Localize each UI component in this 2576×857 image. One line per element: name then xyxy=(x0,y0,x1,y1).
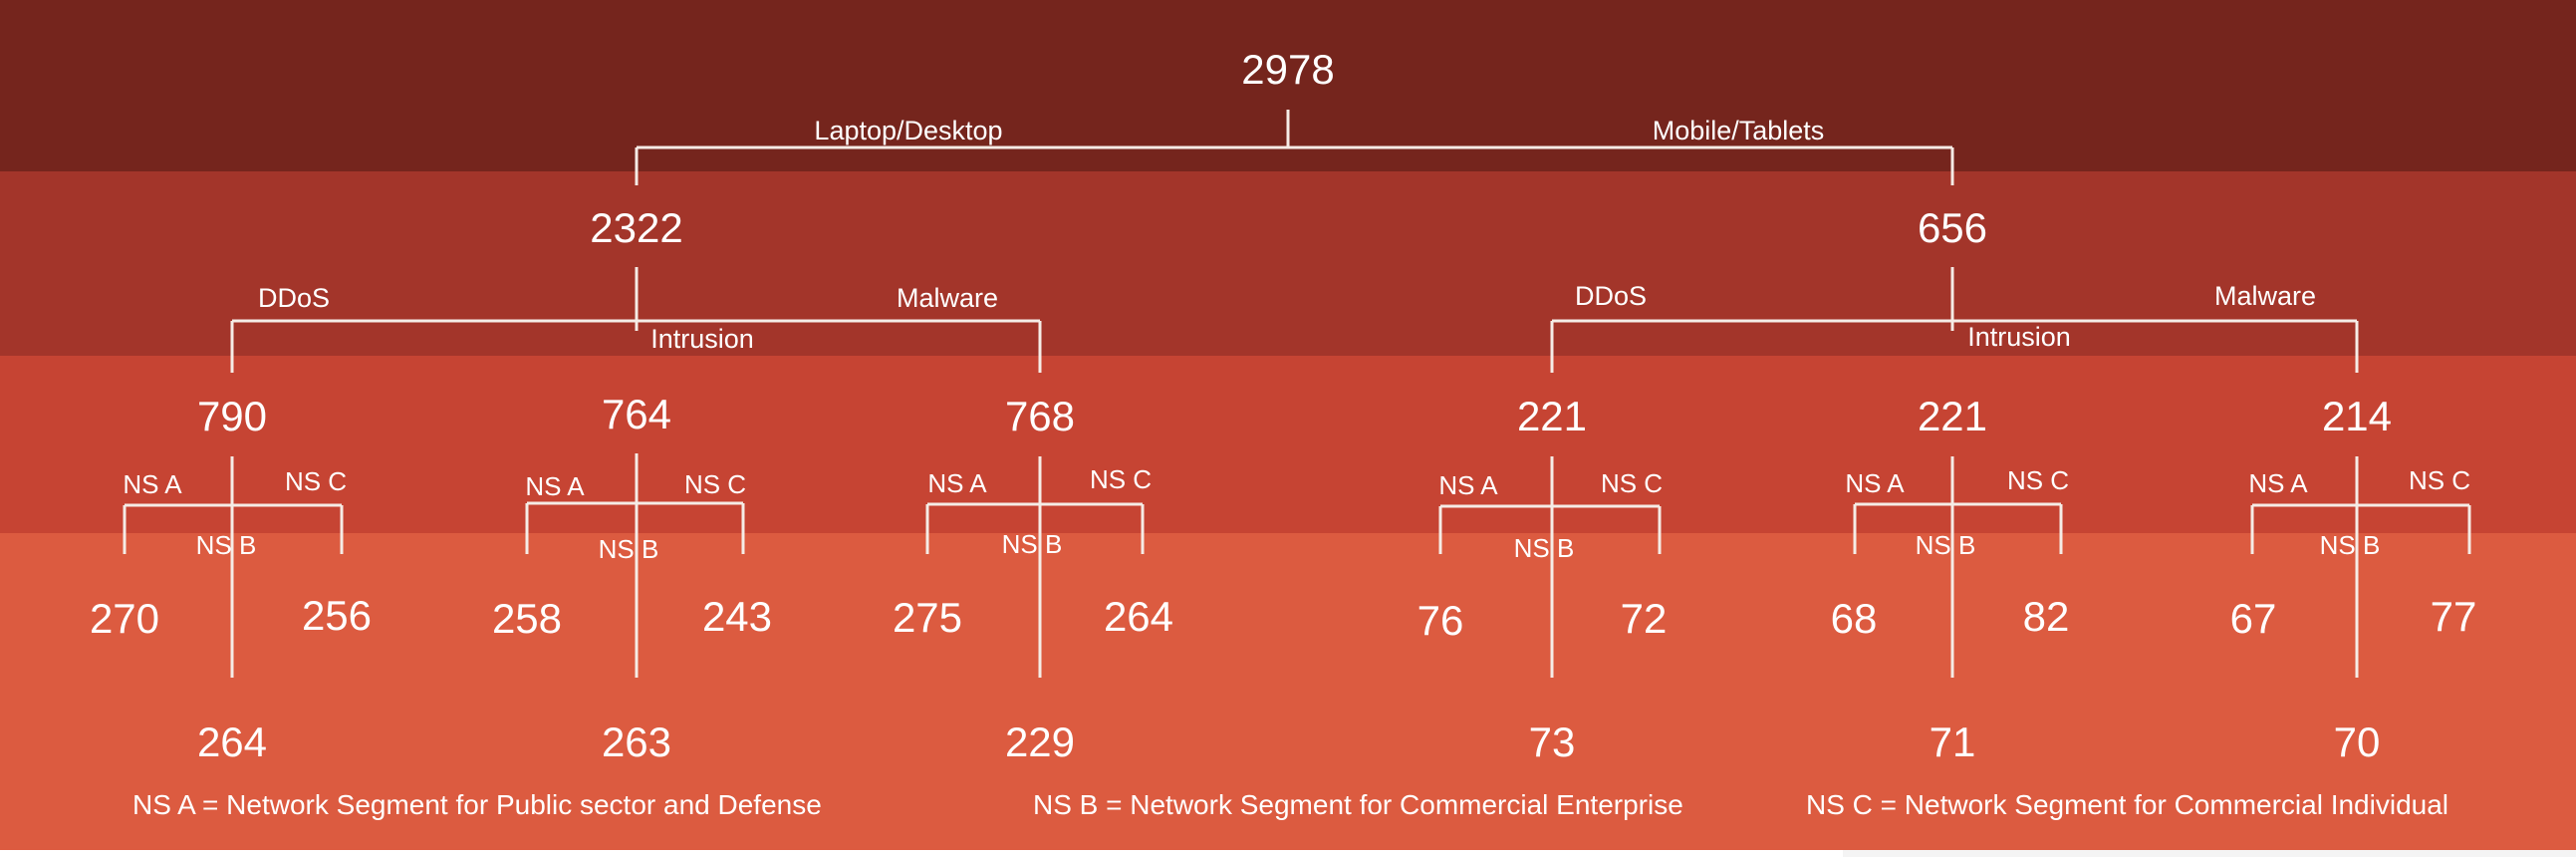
device-value-mobile: 656 xyxy=(1918,204,1987,251)
attack-value: 764 xyxy=(602,391,671,437)
branch-label-ddos: DDoS xyxy=(258,283,330,313)
attack-value: 768 xyxy=(1005,393,1075,439)
level-band-segment xyxy=(0,533,2576,850)
ns-a-label: NS A xyxy=(123,469,182,499)
attack-value: 790 xyxy=(197,393,267,439)
ns-c-value: 256 xyxy=(302,592,372,639)
ns-c-value: 264 xyxy=(1104,593,1173,640)
ns-b-value: 263 xyxy=(602,718,671,765)
branch-label-intrusion: Intrusion xyxy=(1967,322,2071,352)
ns-b-label: NS B xyxy=(1002,529,1063,559)
ns-a-label: NS A xyxy=(1845,468,1905,498)
ns-b-label: NS B xyxy=(599,534,659,564)
ns-a-value: 275 xyxy=(893,594,962,641)
legend-ns-b: NS B = Network Segment for Commercial En… xyxy=(1033,789,1683,820)
bottom-edge-strip xyxy=(1843,850,2576,857)
level-band-device xyxy=(0,171,2576,356)
ns-c-label: NS C xyxy=(684,469,746,499)
device-value-laptop: 2322 xyxy=(590,204,682,251)
ns-a-value: 76 xyxy=(1417,597,1464,644)
ns-c-label: NS C xyxy=(2007,465,2069,495)
ns-c-label: NS C xyxy=(1601,468,1663,498)
attack-value: 221 xyxy=(1517,393,1587,439)
attack-value: 221 xyxy=(1918,393,1987,439)
ns-a-value: 270 xyxy=(90,595,159,642)
ns-b-value: 70 xyxy=(2334,718,2381,765)
ns-c-value: 77 xyxy=(2431,593,2477,640)
root-right-branch-label: Mobile/Tablets xyxy=(1653,116,1825,145)
branch-label-malware: Malware xyxy=(897,283,998,313)
ns-b-value: 71 xyxy=(1930,718,1976,765)
attack-value: 214 xyxy=(2322,393,2392,439)
ns-b-label: NS B xyxy=(196,530,257,560)
ns-b-value: 229 xyxy=(1005,718,1075,765)
level-band-attack xyxy=(0,356,2576,533)
branch-label-intrusion: Intrusion xyxy=(650,324,754,354)
ns-c-label: NS C xyxy=(2409,465,2470,495)
ns-a-label: NS A xyxy=(927,468,987,498)
ns-a-label: NS A xyxy=(525,471,585,501)
ns-c-value: 243 xyxy=(702,593,772,640)
legend-ns-a: NS A = Network Segment for Public sector… xyxy=(132,789,822,820)
legend-ns-c: NS C = Network Segment for Commercial In… xyxy=(1806,789,2448,820)
ns-b-label: NS B xyxy=(2320,530,2381,560)
ns-b-label: NS B xyxy=(1916,530,1976,560)
ns-c-value: 72 xyxy=(1621,595,1668,642)
tree-labels: 2978 Laptop/Desktop Mobile/Tablets 2322 … xyxy=(90,46,2476,820)
ns-a-value: 68 xyxy=(1831,595,1878,642)
branch-label-malware: Malware xyxy=(2214,281,2316,311)
ns-a-value: 67 xyxy=(2230,595,2277,642)
ns-b-label: NS B xyxy=(1514,533,1575,563)
root-left-branch-label: Laptop/Desktop xyxy=(814,116,1002,145)
ns-c-label: NS C xyxy=(1090,464,1152,494)
ns-c-label: NS C xyxy=(285,466,347,496)
ns-b-value: 73 xyxy=(1529,718,1576,765)
ns-c-value: 82 xyxy=(2023,593,2070,640)
root-value: 2978 xyxy=(1241,46,1334,93)
ns-a-label: NS A xyxy=(2248,468,2308,498)
ns-b-value: 264 xyxy=(197,718,267,765)
ns-a-value: 258 xyxy=(492,595,562,642)
branch-label-ddos: DDoS xyxy=(1575,281,1647,311)
connector-lines xyxy=(123,110,2471,678)
ns-a-label: NS A xyxy=(1438,470,1498,500)
